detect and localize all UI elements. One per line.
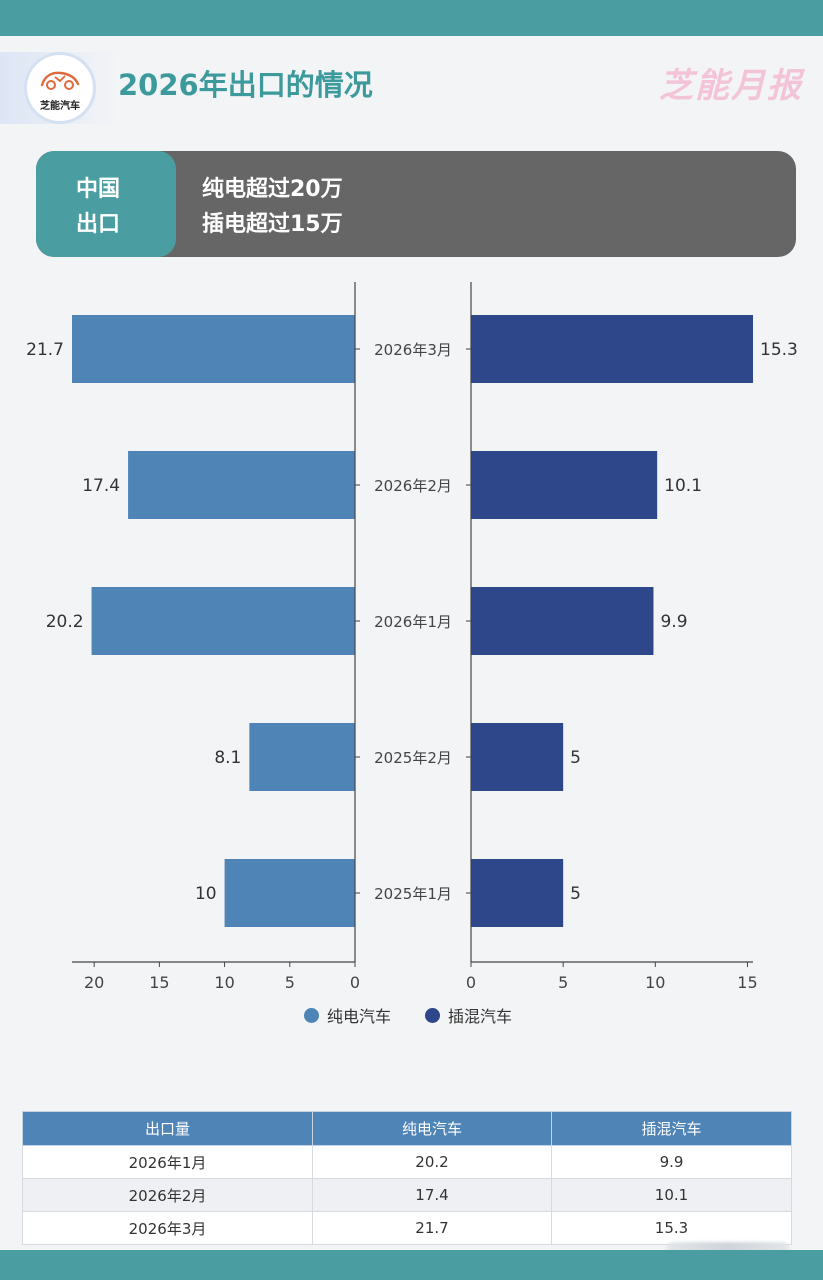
legend-item-bev: 纯电汽车 — [304, 1003, 391, 1027]
summary-banner: 中国 出口 纯电超过20万 插电超过15万 — [36, 151, 796, 257]
table-cell: 15.3 — [551, 1211, 792, 1245]
right-axis-tick-label: 5 — [558, 973, 568, 992]
category-label: 2026年2月 — [374, 477, 452, 495]
logo: 芝能汽车 — [24, 52, 96, 124]
table-cell: 20.2 — [312, 1145, 552, 1179]
data-label-phev: 15.3 — [760, 340, 798, 360]
car-icon — [40, 71, 80, 90]
legend-label-bev: 纯电汽车 — [327, 1007, 392, 1026]
brand-watermark: 芝能月报 — [659, 66, 803, 106]
summary-line-phev: 插电超过15万 — [202, 212, 343, 237]
data-label-bev: 21.7 — [26, 340, 64, 360]
bottom-band — [0, 1250, 823, 1280]
table-cell: 17.4 — [312, 1178, 552, 1212]
category-label: 2025年2月 — [374, 749, 452, 767]
summary-tag: 中国 出口 — [36, 151, 176, 257]
table-cell: 2026年2月 — [22, 1178, 313, 1212]
legend-swatch-phev — [425, 1007, 440, 1023]
legend-swatch-bev — [304, 1007, 319, 1023]
table-cell: 2026年1月 — [22, 1145, 313, 1179]
left-axis-tick-label: 5 — [285, 973, 295, 992]
table-header-cell: 纯电汽车 — [312, 1111, 552, 1146]
bar-bev — [249, 723, 355, 791]
data-label-bev: 17.4 — [82, 476, 120, 496]
table-header-cell: 插混汽车 — [551, 1111, 792, 1146]
right-axis-tick-label: 0 — [466, 973, 476, 992]
legend: 纯电汽车 插混汽车 — [0, 1003, 823, 1027]
table-row: 2026年3月 21.7 15.3 — [22, 1211, 792, 1245]
export-table: 出口量 纯电汽车 插混汽车 2026年1月 20.2 9.9 2026年2月 1… — [22, 1111, 792, 1245]
left-axis-tick-label: 15 — [149, 973, 169, 992]
left-axis-tick-label: 0 — [350, 973, 360, 992]
bar-phev — [471, 451, 658, 519]
data-label-phev: 9.9 — [660, 612, 687, 632]
bar-bev — [128, 451, 355, 519]
left-axis-tick-label: 20 — [84, 973, 104, 992]
bar-phev — [471, 315, 753, 383]
right-axis-tick-label: 10 — [645, 973, 665, 992]
summary-tag-line2: 出口 — [76, 212, 121, 237]
data-label-bev: 8.1 — [214, 748, 241, 768]
table-cell: 2026年3月 — [22, 1211, 313, 1245]
bar-phev — [471, 723, 564, 791]
bar-phev — [471, 587, 654, 655]
legend-label-phev: 插混汽车 — [448, 1007, 513, 1026]
table-cell: 21.7 — [312, 1211, 552, 1245]
data-label-bev: 20.2 — [46, 612, 84, 632]
category-label: 2025年1月 — [374, 885, 452, 903]
table-row: 2026年2月 17.4 10.1 — [22, 1178, 792, 1212]
summary-tag-line1: 中国 — [76, 177, 121, 202]
logo-text: 芝能汽车 — [40, 101, 80, 112]
data-label-phev: 5 — [570, 748, 581, 768]
data-label-bev: 10 — [195, 884, 217, 904]
category-label: 2026年3月 — [374, 341, 452, 359]
top-band — [0, 0, 823, 36]
table-header-cell: 出口量 — [22, 1111, 313, 1146]
bar-phev — [471, 859, 564, 927]
right-axis-tick-label: 15 — [737, 973, 757, 992]
bar-bev — [72, 315, 355, 383]
table-header-row: 出口量 纯电汽车 插混汽车 — [22, 1111, 792, 1146]
legend-item-phev: 插混汽车 — [425, 1003, 512, 1027]
data-label-phev: 10.1 — [664, 476, 702, 496]
category-label: 2026年1月 — [374, 613, 452, 631]
bar-bev — [224, 859, 355, 927]
page-title: 2026年出口的情况 — [118, 68, 373, 102]
summary-line-bev: 纯电超过20万 — [202, 177, 343, 202]
table-cell: 10.1 — [551, 1178, 792, 1212]
bar-bev — [91, 587, 356, 655]
table-cell: 9.9 — [551, 1145, 792, 1179]
data-label-phev: 5 — [570, 884, 581, 904]
table-row: 2026年1月 20.2 9.9 — [22, 1145, 792, 1179]
left-axis-tick-label: 10 — [214, 973, 234, 992]
